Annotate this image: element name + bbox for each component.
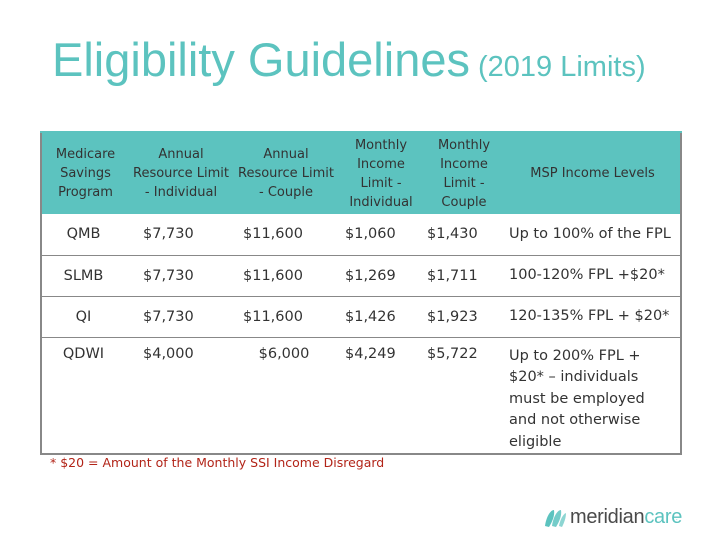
logo-wordmark: meridiancare bbox=[570, 506, 682, 529]
cell-msp-level: Up to 200% FPL + $20* – individuals must… bbox=[505, 336, 681, 454]
page-title: Eligibility Guidelines (2019 Limits) bbox=[52, 32, 646, 87]
header-msp-income-levels: MSP Income Levels bbox=[505, 131, 681, 214]
cell-resource-individual: $7,730 bbox=[143, 226, 194, 243]
cell-msp-level: Up to 100% of the FPL bbox=[509, 225, 671, 242]
title-sub: (2019 Limits) bbox=[477, 51, 646, 83]
cell-income-couple: $5,722 bbox=[423, 336, 505, 454]
cell-msp-level: 100-120% FPL +$20* bbox=[505, 254, 681, 296]
cell-resource-couple: $11,600 bbox=[233, 254, 339, 296]
table-row: QDWI $4,000 $6,000 $4,249 $5,722 Up to 2… bbox=[41, 336, 681, 454]
table-row: QI $7,730 $11,600 $1,426 $1,923 120-135%… bbox=[41, 295, 681, 337]
title-main: Eligibility Guidelines bbox=[52, 33, 470, 86]
logo-word-meridian: meridian bbox=[570, 506, 645, 528]
cell-program: SLMB bbox=[41, 254, 129, 296]
cell-program: QMB bbox=[66, 226, 101, 243]
header-resource-individual: Annual Resource Limit - Individual bbox=[129, 131, 233, 214]
footnote: * $20 = Amount of the Monthly SSI Income… bbox=[50, 455, 385, 470]
cell-income-couple: $1,430 bbox=[427, 226, 478, 243]
cell-msp-level: 120-135% FPL + $20* bbox=[505, 295, 681, 337]
meridiancare-logo: meridiancare . bbox=[542, 504, 692, 534]
table-row: QMB $7,730 $11,600 $1,060 $1,430 Up to 1… bbox=[41, 214, 681, 255]
cell-income-individual: $4,249 bbox=[339, 336, 423, 454]
cell-resource-individual: $7,730 bbox=[129, 254, 233, 296]
cell-resource-individual: $7,730 bbox=[129, 295, 233, 337]
cell-program: QI bbox=[41, 295, 129, 337]
cell-income-couple: $1,923 bbox=[423, 295, 505, 337]
cell-resource-couple: $11,600 bbox=[233, 295, 339, 337]
logo-word-care: care bbox=[644, 506, 683, 528]
header-resource-couple: Annual Resource Limit - Couple bbox=[233, 131, 339, 214]
cell-income-individual: $1,426 bbox=[339, 295, 423, 337]
meridian-wave-logo-icon bbox=[545, 510, 566, 527]
eligibility-table: Medicare Savings Program Annual Resource… bbox=[40, 131, 682, 455]
table-header-row: Medicare Savings Program Annual Resource… bbox=[41, 131, 681, 214]
table-row: SLMB $7,730 $11,600 $1,269 $1,711 100-12… bbox=[41, 254, 681, 296]
cell-program: QDWI bbox=[41, 336, 129, 454]
header-income-couple: Monthly Income Limit - Couple bbox=[423, 131, 505, 214]
header-program: Medicare Savings Program bbox=[41, 131, 129, 214]
header-income-individual: Monthly Income Limit - Individual bbox=[339, 131, 423, 214]
cell-resource-couple: $11,600 bbox=[243, 226, 303, 243]
cell-resource-individual: $4,000 bbox=[129, 336, 233, 454]
logo-trademark-dot: . bbox=[676, 516, 678, 522]
cell-resource-couple: $6,000 bbox=[233, 336, 339, 454]
cell-income-individual: $1,269 bbox=[339, 254, 423, 296]
cell-income-couple: $1,711 bbox=[423, 254, 505, 296]
cell-income-individual: $1,060 bbox=[345, 226, 396, 243]
